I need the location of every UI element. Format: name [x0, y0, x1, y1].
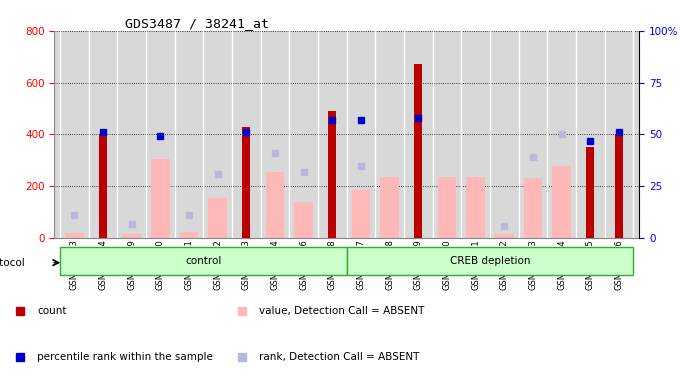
- Text: control: control: [185, 256, 222, 266]
- Bar: [352, 190, 371, 238]
- Text: percentile rank within the sample: percentile rank within the sample: [37, 352, 213, 362]
- Text: rank, Detection Call = ABSENT: rank, Detection Call = ABSENT: [259, 352, 420, 362]
- Bar: [524, 179, 543, 238]
- Text: GDS3487 / 38241_at: GDS3487 / 38241_at: [124, 17, 269, 30]
- Bar: [180, 232, 199, 238]
- Bar: [615, 134, 623, 238]
- Bar: [294, 202, 313, 238]
- Text: value, Detection Call = ABSENT: value, Detection Call = ABSENT: [259, 306, 424, 316]
- Text: protocol: protocol: [0, 258, 25, 268]
- Text: CREB depletion: CREB depletion: [450, 256, 530, 266]
- Bar: [438, 177, 456, 238]
- Bar: [347, 247, 634, 275]
- Bar: [328, 111, 337, 238]
- Bar: [243, 127, 250, 238]
- Text: count: count: [37, 306, 67, 316]
- Bar: [209, 198, 227, 238]
- Bar: [466, 177, 485, 238]
- Bar: [122, 234, 141, 238]
- Bar: [381, 177, 399, 238]
- Bar: [414, 65, 422, 238]
- Bar: [266, 172, 284, 238]
- Bar: [60, 247, 347, 275]
- Bar: [151, 159, 170, 238]
- Bar: [99, 134, 107, 238]
- Bar: [552, 166, 571, 238]
- Bar: [495, 234, 514, 238]
- Bar: [65, 233, 84, 238]
- Bar: [586, 147, 594, 238]
